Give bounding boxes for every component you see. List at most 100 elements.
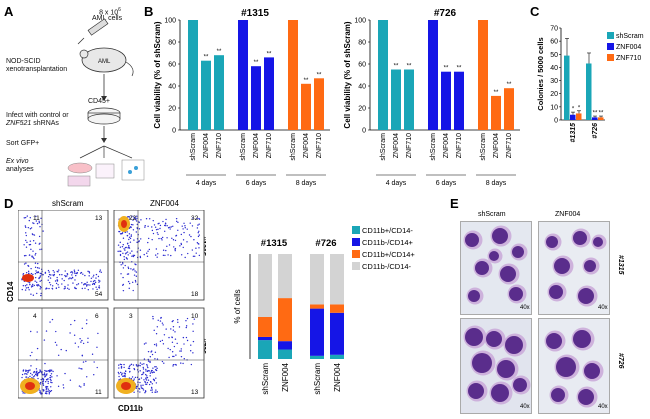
event-dot [64,270,66,272]
event-dot [86,319,88,321]
event-dot [173,345,176,348]
event-dot [39,369,41,371]
event-dot [180,348,182,350]
event-dot [164,230,166,232]
cell-nucleus [465,328,483,346]
panel-label-c: C [530,4,540,19]
event-dot [121,245,124,248]
group-label: 6 days [246,180,267,187]
event-dot [47,380,49,383]
sig-label: ** [457,66,462,72]
event-dot [145,377,147,379]
event-dot [40,294,42,297]
event-dot [133,274,136,276]
y-tick-label: 40 [550,65,558,72]
cell-nucleus [492,228,508,244]
event-dot [167,254,169,256]
event-dot [146,252,148,254]
mouse-icon: AML [79,47,134,77]
x-tick-label: ZNF710 [216,133,223,158]
event-dot [118,373,120,375]
event-dot [40,286,42,289]
event-dot [180,350,182,352]
event-dot [35,270,37,272]
event-dot [82,273,84,275]
event-dot [62,387,65,389]
micro-1315-shscram [460,221,532,315]
event-dot [141,373,144,375]
event-dot [153,224,156,226]
event-dot [39,272,42,275]
event-dot [185,336,188,339]
event-dot [192,217,194,219]
event-dot [159,227,161,230]
event-dot [180,355,183,358]
event-dot [142,384,144,386]
event-dot [85,360,87,363]
event-dot [72,282,74,284]
event-dot [161,236,164,239]
event-dot [190,363,193,366]
event-dot [87,288,89,291]
sig-label: ** [217,49,222,55]
event-dot [21,376,23,379]
event-dot [64,285,66,288]
e-col-header-znf004: ZNF004 [555,211,581,218]
stacked-segment [258,336,272,341]
event-dot [38,221,41,224]
event-dot [128,236,131,239]
event-dot [126,257,128,260]
sig-label: ** [204,55,209,61]
event-dot [135,219,137,221]
syringe-icon [77,18,109,45]
event-dot [170,254,172,257]
event-dot [39,276,41,278]
density-core [121,220,127,228]
x-tick-label: shScram [190,133,197,161]
event-dot [50,274,52,276]
event-dot [71,277,74,279]
event-dot [54,280,57,282]
event-dot [149,375,151,377]
event-dot [172,355,174,358]
micro-726-znf004 [538,318,610,414]
cell-nucleus [500,266,516,282]
event-dot [47,276,50,278]
event-dot [151,369,153,372]
event-dot [45,385,47,388]
group-label: 8 days [486,180,507,187]
event-dot [139,391,141,393]
event-dot [134,376,137,379]
event-dot [126,251,129,253]
event-dot [40,378,42,381]
event-dot [86,281,88,283]
event-dot [55,282,58,285]
event-dot [168,356,170,359]
event-dot [81,327,83,330]
event-dot [48,287,50,290]
event-dot [192,323,194,325]
event-dot [146,381,149,384]
event-dot [25,246,28,248]
event-dot [193,318,196,320]
event-dot [39,381,42,384]
quadrant-value: 6 [95,313,99,320]
event-dot [28,282,31,284]
event-dot [29,228,32,230]
event-dot [183,222,185,224]
event-dot [183,358,185,360]
event-dot [118,367,120,369]
event-dot [36,292,38,295]
y-tick-label: 50 [550,52,558,59]
event-dot [79,337,81,340]
event-dot [146,376,149,379]
event-dot [56,280,59,282]
event-dot [45,374,47,376]
event-dot [38,267,40,269]
event-dot [35,215,37,217]
event-dot [122,375,124,377]
event-dot [92,280,95,283]
event-dot [135,220,138,222]
event-dot [185,325,188,327]
event-dot [150,381,152,383]
